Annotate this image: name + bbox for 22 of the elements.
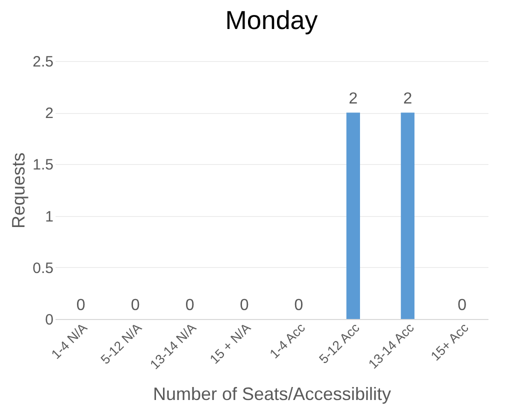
data-label: 0	[130, 297, 140, 314]
y-tick-label: 0.5	[32, 260, 54, 277]
chart-title: Monday	[225, 5, 318, 35]
y-tick-label: 1	[45, 208, 54, 226]
y-tick-label: 0	[45, 312, 54, 328]
x-tick-label: 1-4 Acc	[266, 320, 308, 362]
y-tick-label: 2	[45, 105, 54, 122]
data-label: 0	[185, 297, 194, 314]
data-label: 0	[294, 297, 304, 314]
y-axis-title: Requests	[8, 152, 29, 229]
x-tick-label: 5-12 N/A	[98, 320, 145, 367]
data-label: 2	[348, 90, 358, 108]
y-tick-label: 2.5	[32, 54, 54, 70]
x-tick-label: 15+ Acc	[428, 320, 472, 364]
data-label: 0	[458, 297, 467, 314]
data-label: 0	[76, 297, 86, 314]
data-label: 2	[403, 90, 412, 108]
x-axis-title: Number of Seats/Accessibility	[152, 384, 392, 404]
x-tick-label: 5-12 Acc	[316, 320, 363, 366]
y-tick-label: 1.5	[32, 156, 54, 174]
x-tick-label: 15 + N/A	[206, 320, 254, 367]
data-label: 0	[240, 297, 249, 314]
